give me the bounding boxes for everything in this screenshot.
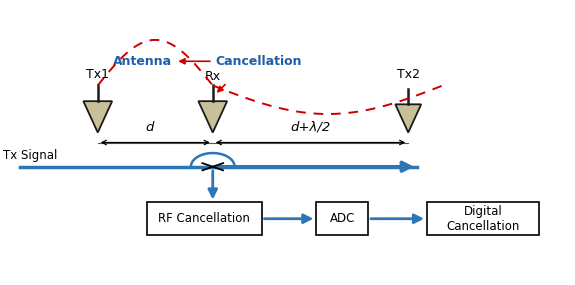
Text: d+λ/2: d+λ/2: [290, 121, 331, 134]
Text: d: d: [145, 121, 154, 134]
Polygon shape: [83, 101, 112, 133]
FancyBboxPatch shape: [147, 202, 262, 235]
Text: RF Cancellation: RF Cancellation: [158, 212, 250, 225]
Text: Rx: Rx: [205, 70, 221, 83]
Text: Cancellation: Cancellation: [216, 55, 302, 68]
FancyBboxPatch shape: [316, 202, 368, 235]
Polygon shape: [198, 101, 227, 133]
Text: Antenna: Antenna: [113, 55, 172, 68]
Text: Tx1: Tx1: [86, 68, 109, 81]
Text: Tx2: Tx2: [397, 68, 420, 81]
Text: Digital
Cancellation: Digital Cancellation: [446, 205, 520, 233]
FancyBboxPatch shape: [427, 202, 539, 235]
Text: ADC: ADC: [329, 212, 355, 225]
Polygon shape: [396, 104, 421, 133]
Text: Tx Signal: Tx Signal: [3, 149, 58, 162]
